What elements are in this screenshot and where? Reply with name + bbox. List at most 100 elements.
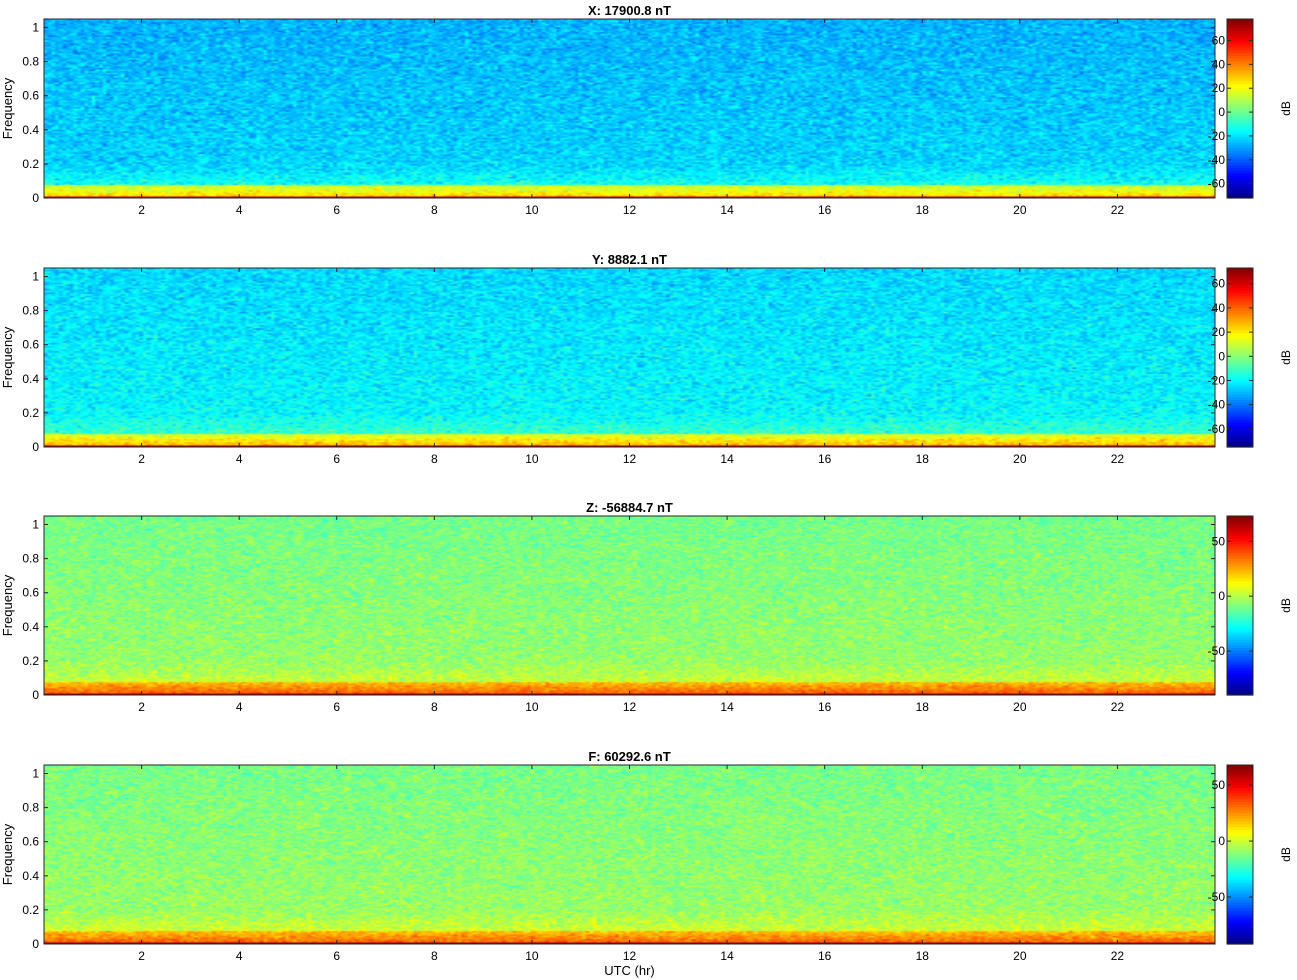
colorbar-step [1227,74,1253,79]
colorbar-step [1227,630,1253,635]
colorbar-step [1227,186,1253,191]
colorbar-step [1227,681,1253,685]
colorbar-step [1227,613,1253,618]
colorbar-step [1227,35,1253,40]
colorbar-step [1227,770,1253,774]
x-tick-label: 18 [916,949,930,963]
colorbar-step [1227,658,1253,663]
colorbar-step [1227,527,1253,531]
colorbar-step [1227,38,1253,42]
colorbar-step [1227,105,1253,110]
colorbar-step [1227,290,1253,294]
colorbar-step [1227,293,1253,297]
x-tick-label: 8 [431,949,438,963]
y-tick-label: 0 [32,688,39,702]
x-tick-label: 18 [916,700,930,714]
colorbar-step [1227,913,1253,917]
colorbar-step [1227,108,1253,112]
colorbar-step [1227,332,1253,336]
colorbar: -50 0 50 dB [1208,764,1293,945]
colorbar-step [1227,181,1253,185]
x-tick-label: 14 [720,700,734,714]
colorbar-step [1227,430,1253,434]
y-axis-label: Frequency [0,326,15,388]
colorbar-step [1227,66,1253,70]
colorbar-step [1227,371,1253,375]
x-tick-label: 20 [1013,203,1027,217]
colorbar-step [1227,340,1253,345]
colorbar-step [1227,385,1253,389]
colorbar-step [1227,326,1253,331]
colorbar-step [1227,809,1253,814]
colorbar-step [1227,577,1253,581]
x-tick-label: 4 [236,203,243,217]
colorbar-step [1227,100,1253,104]
x-tick-label: 14 [720,949,734,963]
colorbar-step [1227,307,1253,311]
colorbar-step [1227,784,1253,788]
colorbar-step [1227,365,1253,370]
colorbar-step [1227,815,1253,819]
colorbar-tick-label: 40 [1212,301,1226,315]
colorbar-step [1227,119,1253,124]
colorbar-step [1227,329,1253,333]
colorbar-step [1227,377,1253,381]
y-tick-label: 0.2 [22,157,39,171]
panel-title: Y: 8882.1 nT [592,252,667,267]
colorbar-step [1227,55,1253,59]
x-tick-label: 12 [623,452,637,466]
colorbar-step [1227,790,1253,794]
colorbar-step [1227,594,1253,598]
colorbar-step [1227,641,1253,646]
y-tick-label: 0.8 [22,304,39,318]
colorbar-step [1227,144,1253,149]
colorbar-step [1227,672,1253,677]
colorbar-tick-label: -50 [1208,890,1226,904]
colorbar-step [1227,433,1253,437]
colorbar-step [1227,767,1253,772]
y-tick-label: 0.4 [22,620,39,634]
colorbar-step [1227,518,1253,523]
colorbar-step [1227,161,1253,166]
x-tick-label: 10 [525,700,539,714]
colorbar-step [1227,279,1253,283]
colorbar-tick-label: 0 [1218,349,1225,363]
colorbar-step [1227,116,1253,121]
colorbar-step [1227,535,1253,539]
colorbar-step [1227,46,1253,51]
colorbar-step [1227,312,1253,317]
colorbar-step [1227,19,1253,23]
colorbar-step [1227,189,1253,194]
colorbar-step [1227,521,1253,525]
colorbar-step [1227,552,1253,556]
colorbar-step [1227,798,1253,802]
colorbar-step [1227,622,1253,626]
colorbar-step [1227,857,1253,861]
colorbar-step [1227,543,1253,548]
x-tick-label: 22 [1111,203,1125,217]
colorbar: -60 -40 -20 0 20 40 60 dB [1208,18,1293,199]
x-tick-label: 16 [818,203,832,217]
x-tick-label: 18 [916,203,930,217]
x-tick-label: 8 [431,452,438,466]
colorbar-step [1227,133,1253,138]
colorbar-step [1227,776,1253,780]
colorbar-step [1227,921,1253,926]
y-tick-label: 1 [32,518,39,532]
spectrogram-image [44,765,1215,944]
x-tick-label: 16 [818,700,832,714]
x-tick-label: 2 [138,203,145,217]
colorbar-step [1227,529,1253,534]
colorbar-step [1227,268,1253,272]
colorbar-step [1227,935,1253,940]
colorbar-step [1227,860,1253,864]
colorbar-step [1227,301,1253,305]
colorbar-step [1227,416,1253,420]
colorbar-step [1227,24,1253,28]
x-tick-label: 10 [525,949,539,963]
y-tick-label: 1 [32,270,39,284]
colorbar-label: dB [1279,101,1293,116]
colorbar-step [1227,295,1253,300]
colorbar-step [1227,21,1253,26]
